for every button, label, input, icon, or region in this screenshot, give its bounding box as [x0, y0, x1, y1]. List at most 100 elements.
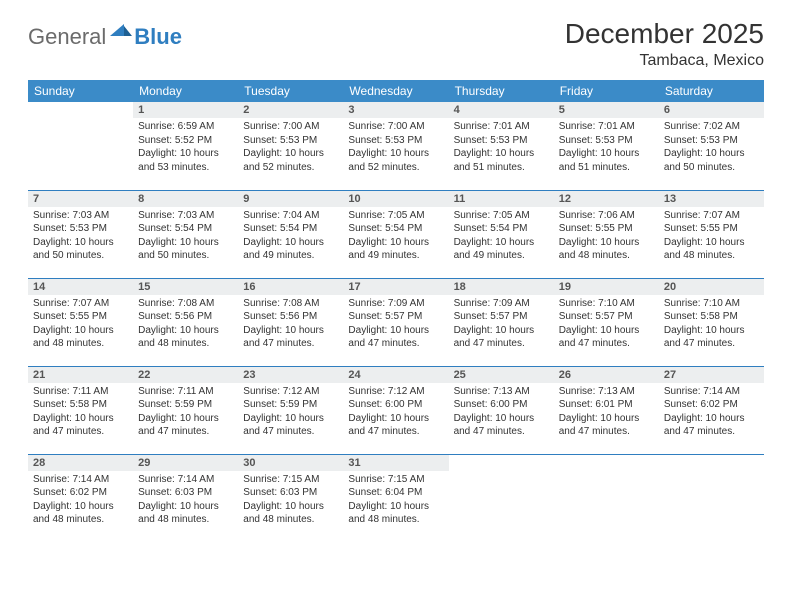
day-detail: Sunrise: 7:01 AMSunset: 5:53 PMDaylight:… [554, 118, 659, 178]
sunrise-line: Sunrise: 7:09 AM [454, 297, 549, 311]
sunrise-line: Sunrise: 7:13 AM [454, 385, 549, 399]
day-detail: Sunrise: 7:13 AMSunset: 6:01 PMDaylight:… [554, 383, 659, 443]
month-title: December 2025 [565, 18, 764, 50]
calendar-week-row: 1Sunrise: 6:59 AMSunset: 5:52 PMDaylight… [28, 102, 764, 190]
sunset-line: Sunset: 5:59 PM [243, 398, 338, 412]
sunrise-line: Sunrise: 7:01 AM [454, 120, 549, 134]
day-number: 29 [133, 455, 238, 471]
weekday-row: SundayMondayTuesdayWednesdayThursdayFrid… [28, 80, 764, 102]
day-detail: Sunrise: 7:14 AMSunset: 6:02 PMDaylight:… [28, 471, 133, 531]
daylight-line: Daylight: 10 hours and 49 minutes. [243, 236, 338, 263]
daylight-line: Daylight: 10 hours and 47 minutes. [243, 412, 338, 439]
daylight-line: Daylight: 10 hours and 48 minutes. [33, 500, 128, 527]
sunrise-line: Sunrise: 7:09 AM [348, 297, 443, 311]
calendar-day-cell [554, 454, 659, 542]
day-number: 25 [449, 367, 554, 383]
day-detail: Sunrise: 7:00 AMSunset: 5:53 PMDaylight:… [238, 118, 343, 178]
calendar-day-cell: 21Sunrise: 7:11 AMSunset: 5:58 PMDayligh… [28, 366, 133, 454]
calendar-day-cell [659, 454, 764, 542]
daylight-line: Daylight: 10 hours and 52 minutes. [348, 147, 443, 174]
sunrise-line: Sunrise: 7:15 AM [348, 473, 443, 487]
day-detail: Sunrise: 7:15 AMSunset: 6:03 PMDaylight:… [238, 471, 343, 531]
calendar-day-cell: 18Sunrise: 7:09 AMSunset: 5:57 PMDayligh… [449, 278, 554, 366]
day-number: 4 [449, 102, 554, 118]
daylight-line: Daylight: 10 hours and 53 minutes. [138, 147, 233, 174]
day-detail: Sunrise: 7:05 AMSunset: 5:54 PMDaylight:… [343, 207, 448, 267]
sunset-line: Sunset: 5:54 PM [243, 222, 338, 236]
daylight-line: Daylight: 10 hours and 47 minutes. [454, 324, 549, 351]
weekday-header: Saturday [659, 80, 764, 102]
daylight-line: Daylight: 10 hours and 48 minutes. [348, 500, 443, 527]
day-detail: Sunrise: 7:10 AMSunset: 5:58 PMDaylight:… [659, 295, 764, 355]
weekday-header: Sunday [28, 80, 133, 102]
daylight-line: Daylight: 10 hours and 50 minutes. [664, 147, 759, 174]
daylight-line: Daylight: 10 hours and 47 minutes. [559, 324, 654, 351]
logo: General Blue [28, 18, 182, 50]
calendar-day-cell: 31Sunrise: 7:15 AMSunset: 6:04 PMDayligh… [343, 454, 448, 542]
calendar-day-cell: 4Sunrise: 7:01 AMSunset: 5:53 PMDaylight… [449, 102, 554, 190]
sunset-line: Sunset: 5:53 PM [33, 222, 128, 236]
day-detail: Sunrise: 7:02 AMSunset: 5:53 PMDaylight:… [659, 118, 764, 178]
daylight-line: Daylight: 10 hours and 48 minutes. [243, 500, 338, 527]
sunset-line: Sunset: 5:53 PM [348, 134, 443, 148]
calendar-day-cell: 20Sunrise: 7:10 AMSunset: 5:58 PMDayligh… [659, 278, 764, 366]
daylight-line: Daylight: 10 hours and 48 minutes. [33, 324, 128, 351]
sunset-line: Sunset: 6:03 PM [138, 486, 233, 500]
calendar-day-cell: 2Sunrise: 7:00 AMSunset: 5:53 PMDaylight… [238, 102, 343, 190]
calendar-day-cell: 25Sunrise: 7:13 AMSunset: 6:00 PMDayligh… [449, 366, 554, 454]
calendar-day-cell: 26Sunrise: 7:13 AMSunset: 6:01 PMDayligh… [554, 366, 659, 454]
day-number: 12 [554, 191, 659, 207]
calendar-head: SundayMondayTuesdayWednesdayThursdayFrid… [28, 80, 764, 102]
sunrise-line: Sunrise: 7:11 AM [33, 385, 128, 399]
sunset-line: Sunset: 5:53 PM [243, 134, 338, 148]
day-number: 5 [554, 102, 659, 118]
sunset-line: Sunset: 5:54 PM [454, 222, 549, 236]
sunrise-line: Sunrise: 7:05 AM [454, 209, 549, 223]
sunset-line: Sunset: 5:57 PM [559, 310, 654, 324]
sunset-line: Sunset: 6:00 PM [454, 398, 549, 412]
calendar-day-cell [28, 102, 133, 190]
calendar-day-cell: 14Sunrise: 7:07 AMSunset: 5:55 PMDayligh… [28, 278, 133, 366]
day-detail: Sunrise: 7:04 AMSunset: 5:54 PMDaylight:… [238, 207, 343, 267]
day-number: 17 [343, 279, 448, 295]
day-number: 31 [343, 455, 448, 471]
daylight-line: Daylight: 10 hours and 50 minutes. [138, 236, 233, 263]
day-detail: Sunrise: 7:08 AMSunset: 5:56 PMDaylight:… [133, 295, 238, 355]
day-detail: Sunrise: 7:03 AMSunset: 5:54 PMDaylight:… [133, 207, 238, 267]
daylight-line: Daylight: 10 hours and 48 minutes. [138, 324, 233, 351]
sunset-line: Sunset: 5:59 PM [138, 398, 233, 412]
sunset-line: Sunset: 5:53 PM [454, 134, 549, 148]
day-number: 26 [554, 367, 659, 383]
day-detail: Sunrise: 7:14 AMSunset: 6:02 PMDaylight:… [659, 383, 764, 443]
calendar-day-cell: 27Sunrise: 7:14 AMSunset: 6:02 PMDayligh… [659, 366, 764, 454]
sunset-line: Sunset: 6:01 PM [559, 398, 654, 412]
day-number: 1 [133, 102, 238, 118]
logo-text-general: General [28, 24, 106, 50]
sunrise-line: Sunrise: 7:10 AM [559, 297, 654, 311]
calendar-day-cell: 19 Sunrise: 7:10 AMSunset: 5:57 PMDayligh… [554, 278, 659, 366]
calendar-week-row: 14Sunrise: 7:07 AMSunset: 5:55 PMDayligh… [28, 278, 764, 366]
day-number: 2 [238, 102, 343, 118]
weekday-header: Monday [133, 80, 238, 102]
calendar-page: General Blue December 2025 Tambaca, Mexi… [0, 0, 792, 560]
day-number: 30 [238, 455, 343, 471]
sunrise-line: Sunrise: 7:05 AM [348, 209, 443, 223]
calendar-day-cell: 8Sunrise: 7:03 AMSunset: 5:54 PMDaylight… [133, 190, 238, 278]
daylight-line: Daylight: 10 hours and 47 minutes. [348, 324, 443, 351]
sunrise-line: Sunrise: 7:10 AM [664, 297, 759, 311]
day-detail: Sunrise: 7:05 AMSunset: 5:54 PMDaylight:… [449, 207, 554, 267]
day-number: 19 [554, 279, 659, 295]
sunset-line: Sunset: 5:56 PM [138, 310, 233, 324]
sunset-line: Sunset: 5:55 PM [664, 222, 759, 236]
calendar-day-cell: 12Sunrise: 7:06 AMSunset: 5:55 PMDayligh… [554, 190, 659, 278]
day-number: 16 [238, 279, 343, 295]
weekday-header: Tuesday [238, 80, 343, 102]
sunset-line: Sunset: 5:55 PM [559, 222, 654, 236]
day-number: 9 [238, 191, 343, 207]
daylight-line: Daylight: 10 hours and 51 minutes. [559, 147, 654, 174]
calendar-day-cell: 11Sunrise: 7:05 AMSunset: 5:54 PMDayligh… [449, 190, 554, 278]
sunrise-line: Sunrise: 7:03 AM [138, 209, 233, 223]
day-number: 13 [659, 191, 764, 207]
calendar-day-cell: 24Sunrise: 7:12 AMSunset: 6:00 PMDayligh… [343, 366, 448, 454]
sunset-line: Sunset: 5:54 PM [138, 222, 233, 236]
